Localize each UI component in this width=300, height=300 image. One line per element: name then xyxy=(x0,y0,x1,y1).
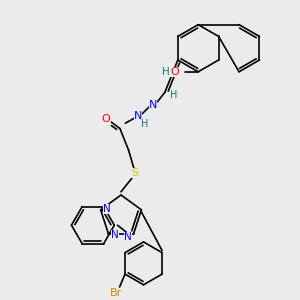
Text: N: N xyxy=(124,232,132,242)
Text: S: S xyxy=(131,167,139,178)
Text: N: N xyxy=(149,100,157,110)
Text: H: H xyxy=(162,67,170,77)
Text: H: H xyxy=(170,90,177,100)
Text: N: N xyxy=(111,230,119,240)
Text: Br: Br xyxy=(110,288,122,298)
Text: H: H xyxy=(141,119,148,129)
Text: O: O xyxy=(102,114,110,124)
Text: N: N xyxy=(134,111,142,121)
Text: O: O xyxy=(170,67,179,77)
Text: N: N xyxy=(103,204,111,214)
